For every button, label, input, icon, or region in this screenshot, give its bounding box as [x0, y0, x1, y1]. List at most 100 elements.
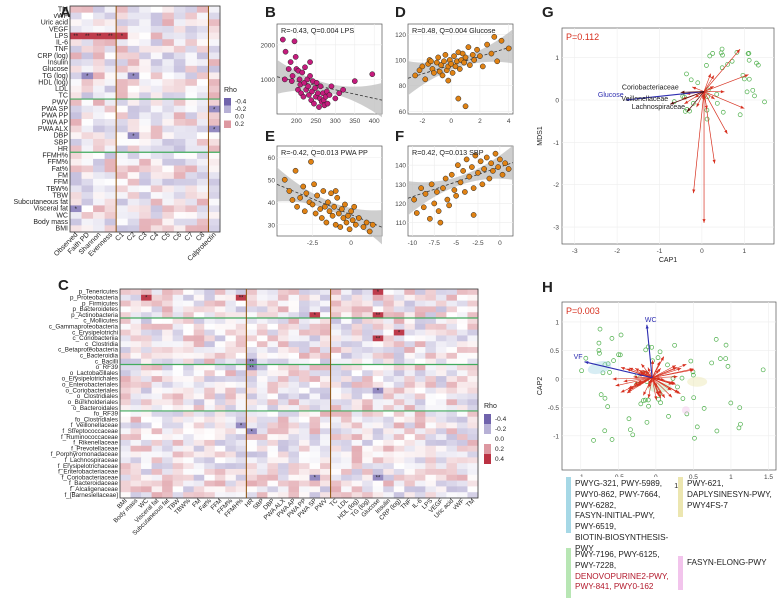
heatmap-cell [120, 352, 131, 360]
heatmap-cell [214, 294, 226, 302]
heatmap-cell [173, 92, 186, 100]
heatmap-cell [299, 434, 310, 441]
heatmap-cell [141, 376, 152, 383]
heatmap-cell [277, 492, 289, 499]
heatmap-cell [362, 335, 374, 342]
heatmap-cell [70, 52, 82, 60]
heatmap-cell [151, 352, 163, 360]
heatmap-legend-tick: 0.2 [235, 121, 244, 128]
heatmap-cell [362, 329, 374, 336]
data-point [428, 181, 435, 188]
sample-point [684, 71, 689, 77]
heatmap-cell [183, 422, 195, 429]
heatmap-cell [196, 12, 209, 20]
heatmap-cell [225, 474, 237, 481]
heatmap-cell [372, 486, 384, 493]
data-point [312, 85, 318, 91]
x-tick-label: -2.5 [472, 240, 484, 247]
heatmap-legend-tick: -0.4 [235, 98, 247, 105]
heatmap-cell [467, 439, 479, 447]
legend-h-blue-line: PWY0-862, PWY-7664, [575, 489, 661, 499]
heatmap-cell [193, 434, 205, 441]
data-point [309, 201, 316, 208]
heatmap-cell [196, 145, 209, 153]
sample-point [658, 400, 663, 406]
data-point [343, 219, 350, 226]
heatmap-cell [183, 341, 195, 348]
heatmap-row-label: o_Bacteroidales [73, 405, 118, 412]
data-point [302, 64, 308, 71]
sample-point [704, 116, 710, 122]
heatmap-cell [151, 457, 163, 464]
heatmap-cell [208, 165, 221, 173]
heatmap-cell [151, 364, 163, 371]
heatmap-cell [141, 306, 152, 313]
heatmap-cell [193, 428, 205, 435]
heatmap-cell [162, 381, 174, 389]
legend-h-blue-line: BIOTIN-BIOSYNTHESIS-PWY [575, 532, 669, 553]
heatmap-cell [393, 289, 405, 296]
heatmap-cell [150, 92, 163, 100]
heatmap-cell [70, 158, 82, 166]
heatmap-cell [383, 486, 395, 493]
y-tick-label: 130 [395, 182, 406, 189]
heatmap-cell [383, 381, 395, 389]
heatmap-cell [70, 125, 82, 133]
heatmap-cell [277, 381, 289, 389]
heatmap-cell [208, 12, 221, 20]
x-tick-label: -2 [419, 118, 425, 125]
heatmap-cell [104, 132, 117, 140]
heatmap-cell [225, 468, 237, 476]
heatmap-cell [425, 457, 437, 464]
data-point [461, 59, 467, 66]
significance-star: * [377, 389, 380, 395]
heatmap-cell [173, 145, 186, 153]
data-point [411, 196, 417, 203]
heatmap-cell [193, 364, 205, 371]
heatmap-cell [81, 185, 94, 193]
heatmap-cell [267, 381, 279, 389]
heatmap-row-label: TM [58, 6, 68, 13]
heatmap-cell [208, 158, 221, 166]
loading-arrowhead [654, 396, 658, 400]
heatmap-cell [288, 341, 300, 348]
heatmap-cell [288, 474, 300, 481]
heatmap-cell [393, 457, 405, 464]
heatmap-cell [104, 158, 117, 166]
heatmap-cell [172, 486, 184, 493]
heatmap-cell [185, 172, 198, 180]
sample-point [720, 109, 726, 115]
heatmap-cell [456, 312, 468, 319]
data-point [307, 73, 313, 79]
heatmap-cell [299, 474, 310, 481]
heatmap-cell [414, 352, 426, 360]
heatmap-cell [225, 335, 237, 342]
significance-star: ** [108, 34, 113, 40]
heatmap-cell [151, 294, 163, 302]
heatmap-cell [104, 65, 117, 73]
heatmap-cell [277, 422, 289, 429]
heatmap-cell [320, 445, 331, 452]
loading-arrow [652, 368, 682, 379]
heatmap-cell [267, 370, 279, 377]
heatmap-cell [256, 294, 268, 302]
heatmap-cell [267, 410, 279, 418]
data-point [442, 175, 449, 182]
heatmap-cell [162, 218, 175, 226]
heatmap-cell [414, 387, 426, 394]
data-point [452, 63, 459, 70]
heatmap-cell [172, 364, 184, 371]
panel-label-b: B [265, 4, 276, 21]
heatmap-cell [204, 480, 216, 487]
heatmap-cell [351, 422, 363, 429]
heatmap-cell [204, 329, 216, 336]
loading-arrowhead [707, 73, 711, 78]
heatmap-cell [120, 300, 131, 307]
heatmap-cell [225, 352, 237, 360]
loading-arrow [703, 91, 745, 109]
heatmap-cell [193, 312, 205, 319]
heatmap-cell [204, 387, 216, 394]
heatmap-cell [288, 358, 300, 365]
heatmap-cell [235, 468, 247, 476]
heatmap-cell [309, 405, 321, 412]
